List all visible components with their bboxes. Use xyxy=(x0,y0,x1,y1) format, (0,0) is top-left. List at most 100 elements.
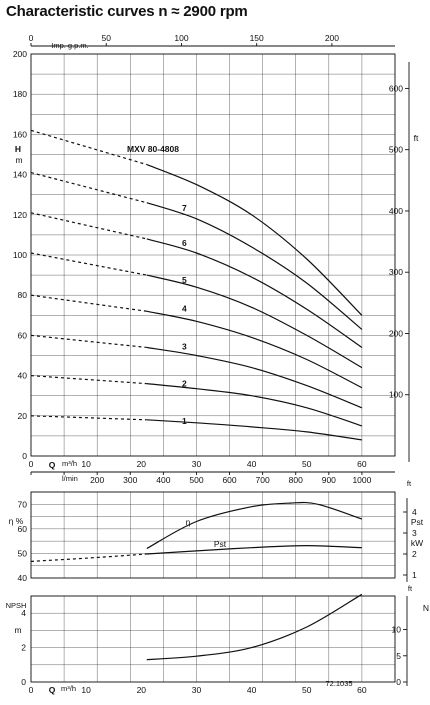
eta-curve-label: η xyxy=(186,517,191,527)
eta-tick-label: 70 xyxy=(18,499,28,509)
pst-curve xyxy=(146,544,362,555)
m3h-tick-label: 40 xyxy=(247,459,257,469)
npsh-ft-tick-label: 0 xyxy=(396,677,401,687)
pst-curve-dashed xyxy=(30,553,147,562)
curve-dashed-extrapolation xyxy=(30,415,147,421)
stage-label-1: 1 xyxy=(182,416,187,426)
eta-tick-label: 40 xyxy=(18,573,28,583)
stage-label-2: 2 xyxy=(182,379,187,389)
lmin-tick-label: 1000 xyxy=(352,475,371,485)
curve-dashed-extrapolation xyxy=(30,212,147,240)
h-tick-label: 0 xyxy=(22,451,27,461)
gpm-tick-label: 50 xyxy=(101,33,111,43)
npsh-curve xyxy=(146,593,363,661)
gpm-tick-label: 150 xyxy=(250,33,264,43)
ft-tick-label: 400 xyxy=(389,206,403,216)
ft-tick-label: 100 xyxy=(389,390,403,400)
q-tick-label: 0 xyxy=(29,685,34,695)
kw-tick-label: 1 xyxy=(412,570,417,580)
pst-curve-label: Pst xyxy=(214,539,227,549)
hq-curve-3 xyxy=(146,346,363,409)
eta-tick-label: 50 xyxy=(18,548,28,558)
lmin-tick-label: 500 xyxy=(189,475,203,485)
lmin-tick-label: 600 xyxy=(222,475,236,485)
gpm-tick-label: 200 xyxy=(325,33,339,43)
q-tick-label: 60 xyxy=(357,685,367,695)
pst-axis-label: Pst xyxy=(411,517,424,527)
lmin-unit: l/min xyxy=(62,474,78,483)
h-tick-label: 140 xyxy=(13,170,27,180)
lmin-tick-label: 900 xyxy=(322,475,336,485)
page-title: Characteristic curves n ≈ 2900 rpm xyxy=(6,3,248,20)
eta-axis-label: η % xyxy=(9,516,24,526)
q-tick-label: 30 xyxy=(192,685,202,695)
gpm-axis-label: Imp. g.p.m. xyxy=(51,41,89,50)
stage-label-5: 5 xyxy=(182,275,187,285)
npsh-tick-label: 0 xyxy=(21,677,26,687)
curve-dashed-extrapolation xyxy=(30,334,147,349)
stage-label-7: 7 xyxy=(182,203,187,213)
h-tick-label: 160 xyxy=(13,129,27,139)
gpm-tick-label: 100 xyxy=(174,33,188,43)
curve-dashed-extrapolation xyxy=(30,172,147,204)
kw-axis-unit: kW xyxy=(411,538,423,548)
npsh-axis-label: NPSH xyxy=(6,601,27,610)
bottom-chart-frame xyxy=(30,595,396,683)
hq-curve-5 xyxy=(146,274,363,369)
ft-tick-label: 500 xyxy=(389,145,403,155)
npsh-tick-label: 4 xyxy=(21,608,26,618)
ft-axis-unit: ft xyxy=(414,133,419,143)
npsh-axis-unit: m xyxy=(14,625,21,635)
h-tick-label: 120 xyxy=(13,210,27,220)
lmin-tick-label: 800 xyxy=(289,475,303,485)
h-axis-label: H xyxy=(15,144,21,154)
npsh-ft-tick-label: 5 xyxy=(396,651,401,661)
h-tick-label: 200 xyxy=(13,49,27,59)
stage-label-6: 6 xyxy=(182,238,187,248)
kw-tick-label: 4 xyxy=(412,507,417,517)
ft-tick-label: 300 xyxy=(389,267,403,277)
stage-label-3: 3 xyxy=(182,341,187,351)
h-tick-label: 20 xyxy=(18,411,28,421)
curve-dashed-extrapolation xyxy=(30,252,147,276)
eta-curve xyxy=(146,501,363,550)
curve-dashed-extrapolation xyxy=(30,375,147,385)
curve-dashed-extrapolation xyxy=(30,294,147,312)
lmin-tick-label: 300 xyxy=(123,475,137,485)
h-axis-unit: m xyxy=(15,155,22,165)
curve-dashed-extrapolation xyxy=(30,129,147,166)
hq-curve-MXV-80-4808 xyxy=(146,164,363,316)
eta-tick-label: 60 xyxy=(18,524,28,534)
npsh-ft-tick-label: 10 xyxy=(392,625,402,635)
m3h-tick-label: 10 xyxy=(81,459,91,469)
q-tick-label: 20 xyxy=(137,685,147,695)
lmin-tick-label: 400 xyxy=(156,475,170,485)
npsh-ft-unit: ft xyxy=(408,584,413,593)
h-tick-label: 80 xyxy=(18,290,28,300)
hq-curve-2 xyxy=(146,383,363,427)
ft-corner-label: ft xyxy=(407,479,412,488)
h-tick-label: 40 xyxy=(18,371,28,381)
hq-curve-6 xyxy=(146,238,363,348)
middle-chart-frame xyxy=(30,491,396,579)
q-axis-label-bottom: Q xyxy=(49,685,56,695)
top-chart-frame xyxy=(30,53,396,457)
lmin-tick-label: 700 xyxy=(256,475,270,485)
kw-tick-label: 2 xyxy=(412,549,417,559)
gpm-tick-label: 0 xyxy=(29,33,34,43)
h-tick-label: 100 xyxy=(13,250,27,260)
q-tick-label: 50 xyxy=(302,685,312,695)
m3h-unit: m³/h xyxy=(62,459,77,468)
q-axis-label: Q xyxy=(49,460,56,470)
stage-label-4: 4 xyxy=(182,303,187,313)
npsh-right-corner: N xyxy=(423,603,429,613)
q-tick-label: 10 xyxy=(81,685,91,695)
hq-curve-7 xyxy=(146,202,363,330)
figure-code: 72.1035 xyxy=(325,679,352,688)
hq-curve-1 xyxy=(146,419,362,441)
kw-tick-label: 3 xyxy=(412,528,417,538)
m3h-tick-label: 60 xyxy=(357,459,367,469)
model-label: MXV 80-4808 xyxy=(127,144,179,154)
m3h-tick-label: 30 xyxy=(192,459,202,469)
